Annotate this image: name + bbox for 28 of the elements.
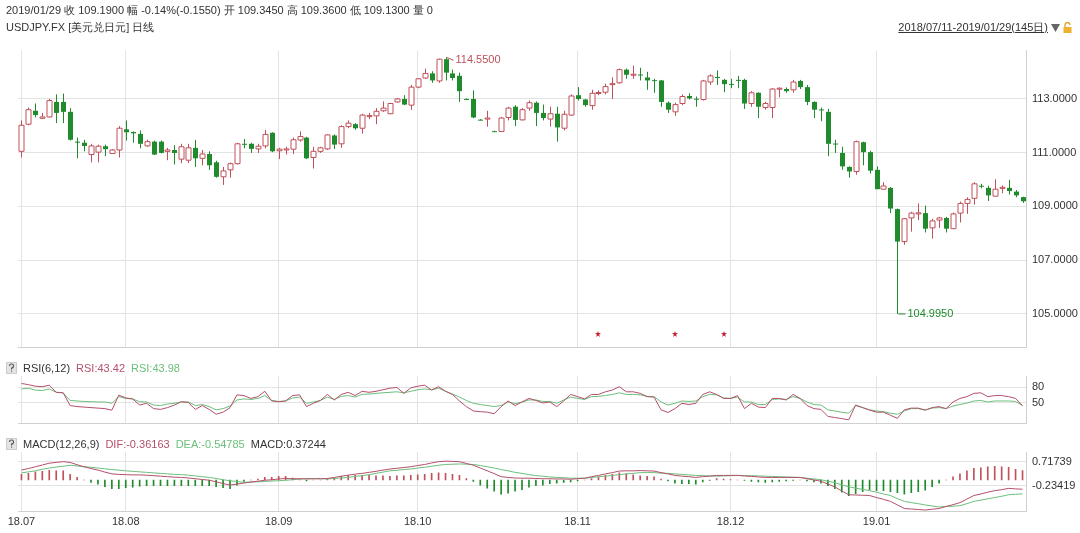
y-tick-label: 80: [1032, 380, 1045, 393]
x-tick-label: 18.10: [403, 515, 432, 528]
annotation: 104.9950: [907, 306, 954, 319]
chart-title: 2019/01/29 收 109.1900 幅 -0.14%(-0.1550) 开 109.3450 高 109.3600 低 109.1300 量 0: [6, 3, 433, 18]
text: RSI:43.42: [76, 362, 125, 374]
x-tick-label: 18.11: [564, 515, 591, 528]
y-tick-label: 111.0000: [1032, 145, 1077, 158]
x-tick-label: 18.12: [716, 515, 745, 528]
y-tick-label: 109.0000: [1032, 199, 1078, 212]
x-tick-label: 18.07: [7, 515, 36, 528]
y-tick-label: -0.23419: [1032, 478, 1076, 491]
series-label: DIF:-0.36163: [105, 438, 170, 450]
text: RSI:43.98: [131, 362, 180, 374]
chart-title: RSI(6,12): [23, 362, 71, 374]
x-tick-label: 19.01: [862, 515, 891, 528]
chart-subtitle: USDJPY.FX [美元兑日元] 日线: [6, 20, 155, 35]
y-tick-label: 107.0000: [1032, 253, 1078, 266]
chart-title: MACD(12,26,9): [23, 438, 100, 450]
text: DEA:-0.54785: [175, 438, 245, 450]
annotation: 114.5500: [455, 53, 501, 66]
y-tick-label: 50: [1032, 395, 1045, 408]
text: 2018/07/11-2019/01/29(145日): [898, 20, 1048, 35]
y-tick-label: 113.0000: [1032, 91, 1078, 104]
y-tick-label: 105.0000: [1032, 306, 1078, 319]
y-tick-label: 0.71739: [1032, 454, 1072, 467]
text: MACD:0.37244: [250, 438, 326, 450]
x-tick-label: 18.08: [111, 515, 140, 528]
x-tick-label: 18.09: [264, 515, 293, 528]
